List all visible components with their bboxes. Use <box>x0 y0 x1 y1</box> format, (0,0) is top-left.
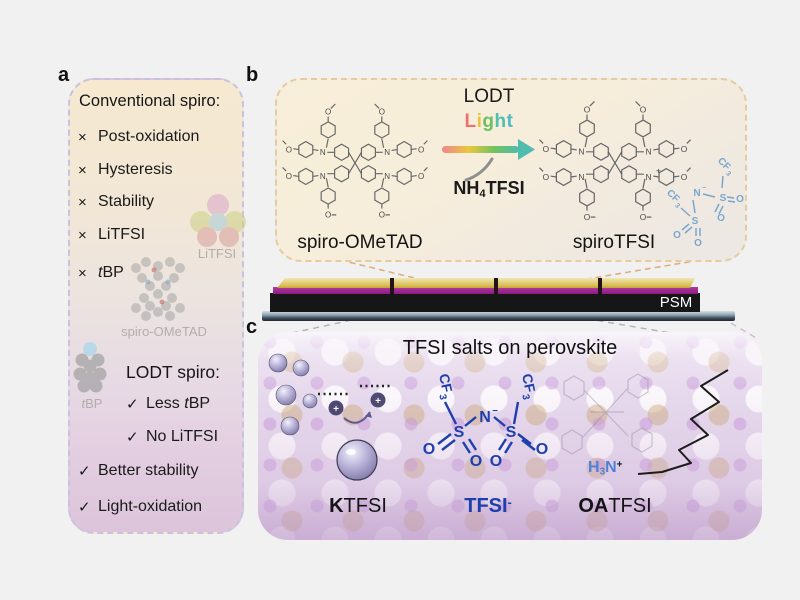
check-item-no-litfsi: ✓ No LiTFSI <box>126 428 238 446</box>
check-item-less-tbp: ✓ Less tBP <box>126 395 238 413</box>
octyl-chain-graphic <box>637 369 729 475</box>
svg-text:O: O <box>673 230 681 241</box>
nh4tfsi-text: NH4TFSI <box>453 178 525 200</box>
check-icon: ✓ <box>126 396 139 413</box>
check-item-label: Less tBP <box>146 395 211 412</box>
cross-item-label: LiTFSI <box>98 226 146 243</box>
svg-text:N: N <box>693 188 700 199</box>
spirotfsi-structure-caption: spiroTFSI <box>572 232 656 253</box>
cross-icon: × <box>78 264 87 282</box>
cross-icon: × <box>78 193 87 211</box>
svg-text:CF: CF <box>519 372 539 394</box>
tbp-molecule-graphic <box>73 342 107 393</box>
check-item-better-stability: ✓ Better stability <box>78 462 238 480</box>
panel-b: spiro-OMeTAD LODT Light NH4TFSI + spiroT… <box>275 78 747 262</box>
svg-text:3: 3 <box>673 202 681 210</box>
svg-text:O: O <box>736 194 744 205</box>
litfsi-caption: LiTFSI <box>197 246 237 261</box>
check-item-label: Light-oxidation <box>98 498 203 515</box>
spirotfsi-structure: + <box>538 100 692 223</box>
svg-text:O: O <box>470 453 482 470</box>
oatfsi-caption: OATFSI <box>578 495 652 517</box>
cross-item-post-oxidation: × Post-oxidation <box>78 128 238 146</box>
panel-a: Conventional spiro: × Post-oxidation × H… <box>68 78 246 534</box>
module-divider <box>494 278 498 294</box>
oa-spiro-faint-sketch <box>561 373 653 455</box>
cross-item-tbp: × tBP <box>78 264 238 282</box>
lodt-spiro-heading: LODT spiro: <box>126 362 221 382</box>
svg-text:O: O <box>536 441 548 458</box>
panel-c-label: c <box>246 316 258 338</box>
svg-text:3: 3 <box>519 393 531 401</box>
ktfsi-caption: KTFSI <box>329 495 387 517</box>
module-divider <box>390 278 394 294</box>
svg-text:CF: CF <box>436 372 456 394</box>
cross-item-litfsi: × LiTFSI <box>78 226 238 244</box>
panel-c: TFSI salts on perovskite + + CF 3 CF 3 <box>258 332 762 540</box>
svg-text:S: S <box>506 424 517 441</box>
check-icon: ✓ <box>126 429 139 446</box>
panel-b-label: b <box>246 64 259 86</box>
svg-text:O: O <box>694 238 702 249</box>
svg-text:+: + <box>375 396 381 407</box>
perovskite-absorber-layer <box>270 293 700 312</box>
perovskite-solar-module: PSM <box>262 278 737 324</box>
light-text: Light <box>464 111 514 132</box>
svg-text:+: + <box>656 165 661 175</box>
cross-item-stability: × Stability <box>78 193 238 211</box>
glass-substrate-layer <box>262 311 735 321</box>
cross-icon: × <box>78 128 87 146</box>
svg-text:O: O <box>717 213 725 224</box>
check-icon: ✓ <box>78 463 91 480</box>
svg-text:3: 3 <box>724 170 732 178</box>
svg-text:3: 3 <box>436 393 448 401</box>
svg-text:S: S <box>720 193 727 204</box>
cross-item-label: tBP <box>98 264 124 281</box>
svg-text:O: O <box>423 441 435 458</box>
conventional-spiro-heading: Conventional spiro: <box>79 92 221 110</box>
ktfsi-graphic: ++ <box>268 353 390 481</box>
litfsi-molecule-graphic <box>190 194 246 247</box>
gold-electrode-layer <box>277 278 695 288</box>
spiro-ometad-molecule-graphic <box>131 257 185 321</box>
svg-text:S: S <box>692 216 699 227</box>
h3n-plus-label: H3N+ <box>588 459 623 478</box>
svg-text:−: − <box>492 406 498 417</box>
svg-text:+: + <box>333 404 339 415</box>
svg-text:N: N <box>479 409 491 426</box>
spiro-ometad-structure-caption: spiro-OMeTAD <box>297 232 423 253</box>
spiro-ometad-structure <box>281 103 429 221</box>
svg-text:−: − <box>702 185 706 192</box>
cross-item-label: Stability <box>98 193 155 210</box>
tfsi-anion-caption: TFSI- <box>464 495 512 517</box>
cross-item-label: Hysteresis <box>98 161 173 178</box>
htl-layer <box>273 287 698 294</box>
cross-item-label: Post-oxidation <box>98 128 200 145</box>
check-icon: ✓ <box>78 499 91 516</box>
cross-icon: × <box>78 226 87 244</box>
spiro-ometad-caption: spiro-OMeTAD <box>121 324 207 339</box>
check-item-label: No LiTFSI <box>146 428 219 445</box>
cross-icon: × <box>78 161 87 179</box>
check-item-label: Better stability <box>98 462 199 479</box>
cross-item-hysteresis: × Hysteresis <box>78 161 238 179</box>
check-item-light-oxidation: ✓ Light-oxidation <box>78 498 238 516</box>
module-divider <box>598 278 602 294</box>
panel-c-title: TFSI salts on perovskite <box>402 337 618 359</box>
lodt-text: LODT <box>463 86 515 107</box>
tbp-caption: tBP <box>81 396 103 411</box>
panel-a-label: a <box>58 64 70 86</box>
svg-text:S: S <box>454 424 465 441</box>
psm-caption: PSM <box>659 294 693 311</box>
reaction-arrow-icon <box>442 139 535 182</box>
svg-text:O: O <box>490 453 502 470</box>
